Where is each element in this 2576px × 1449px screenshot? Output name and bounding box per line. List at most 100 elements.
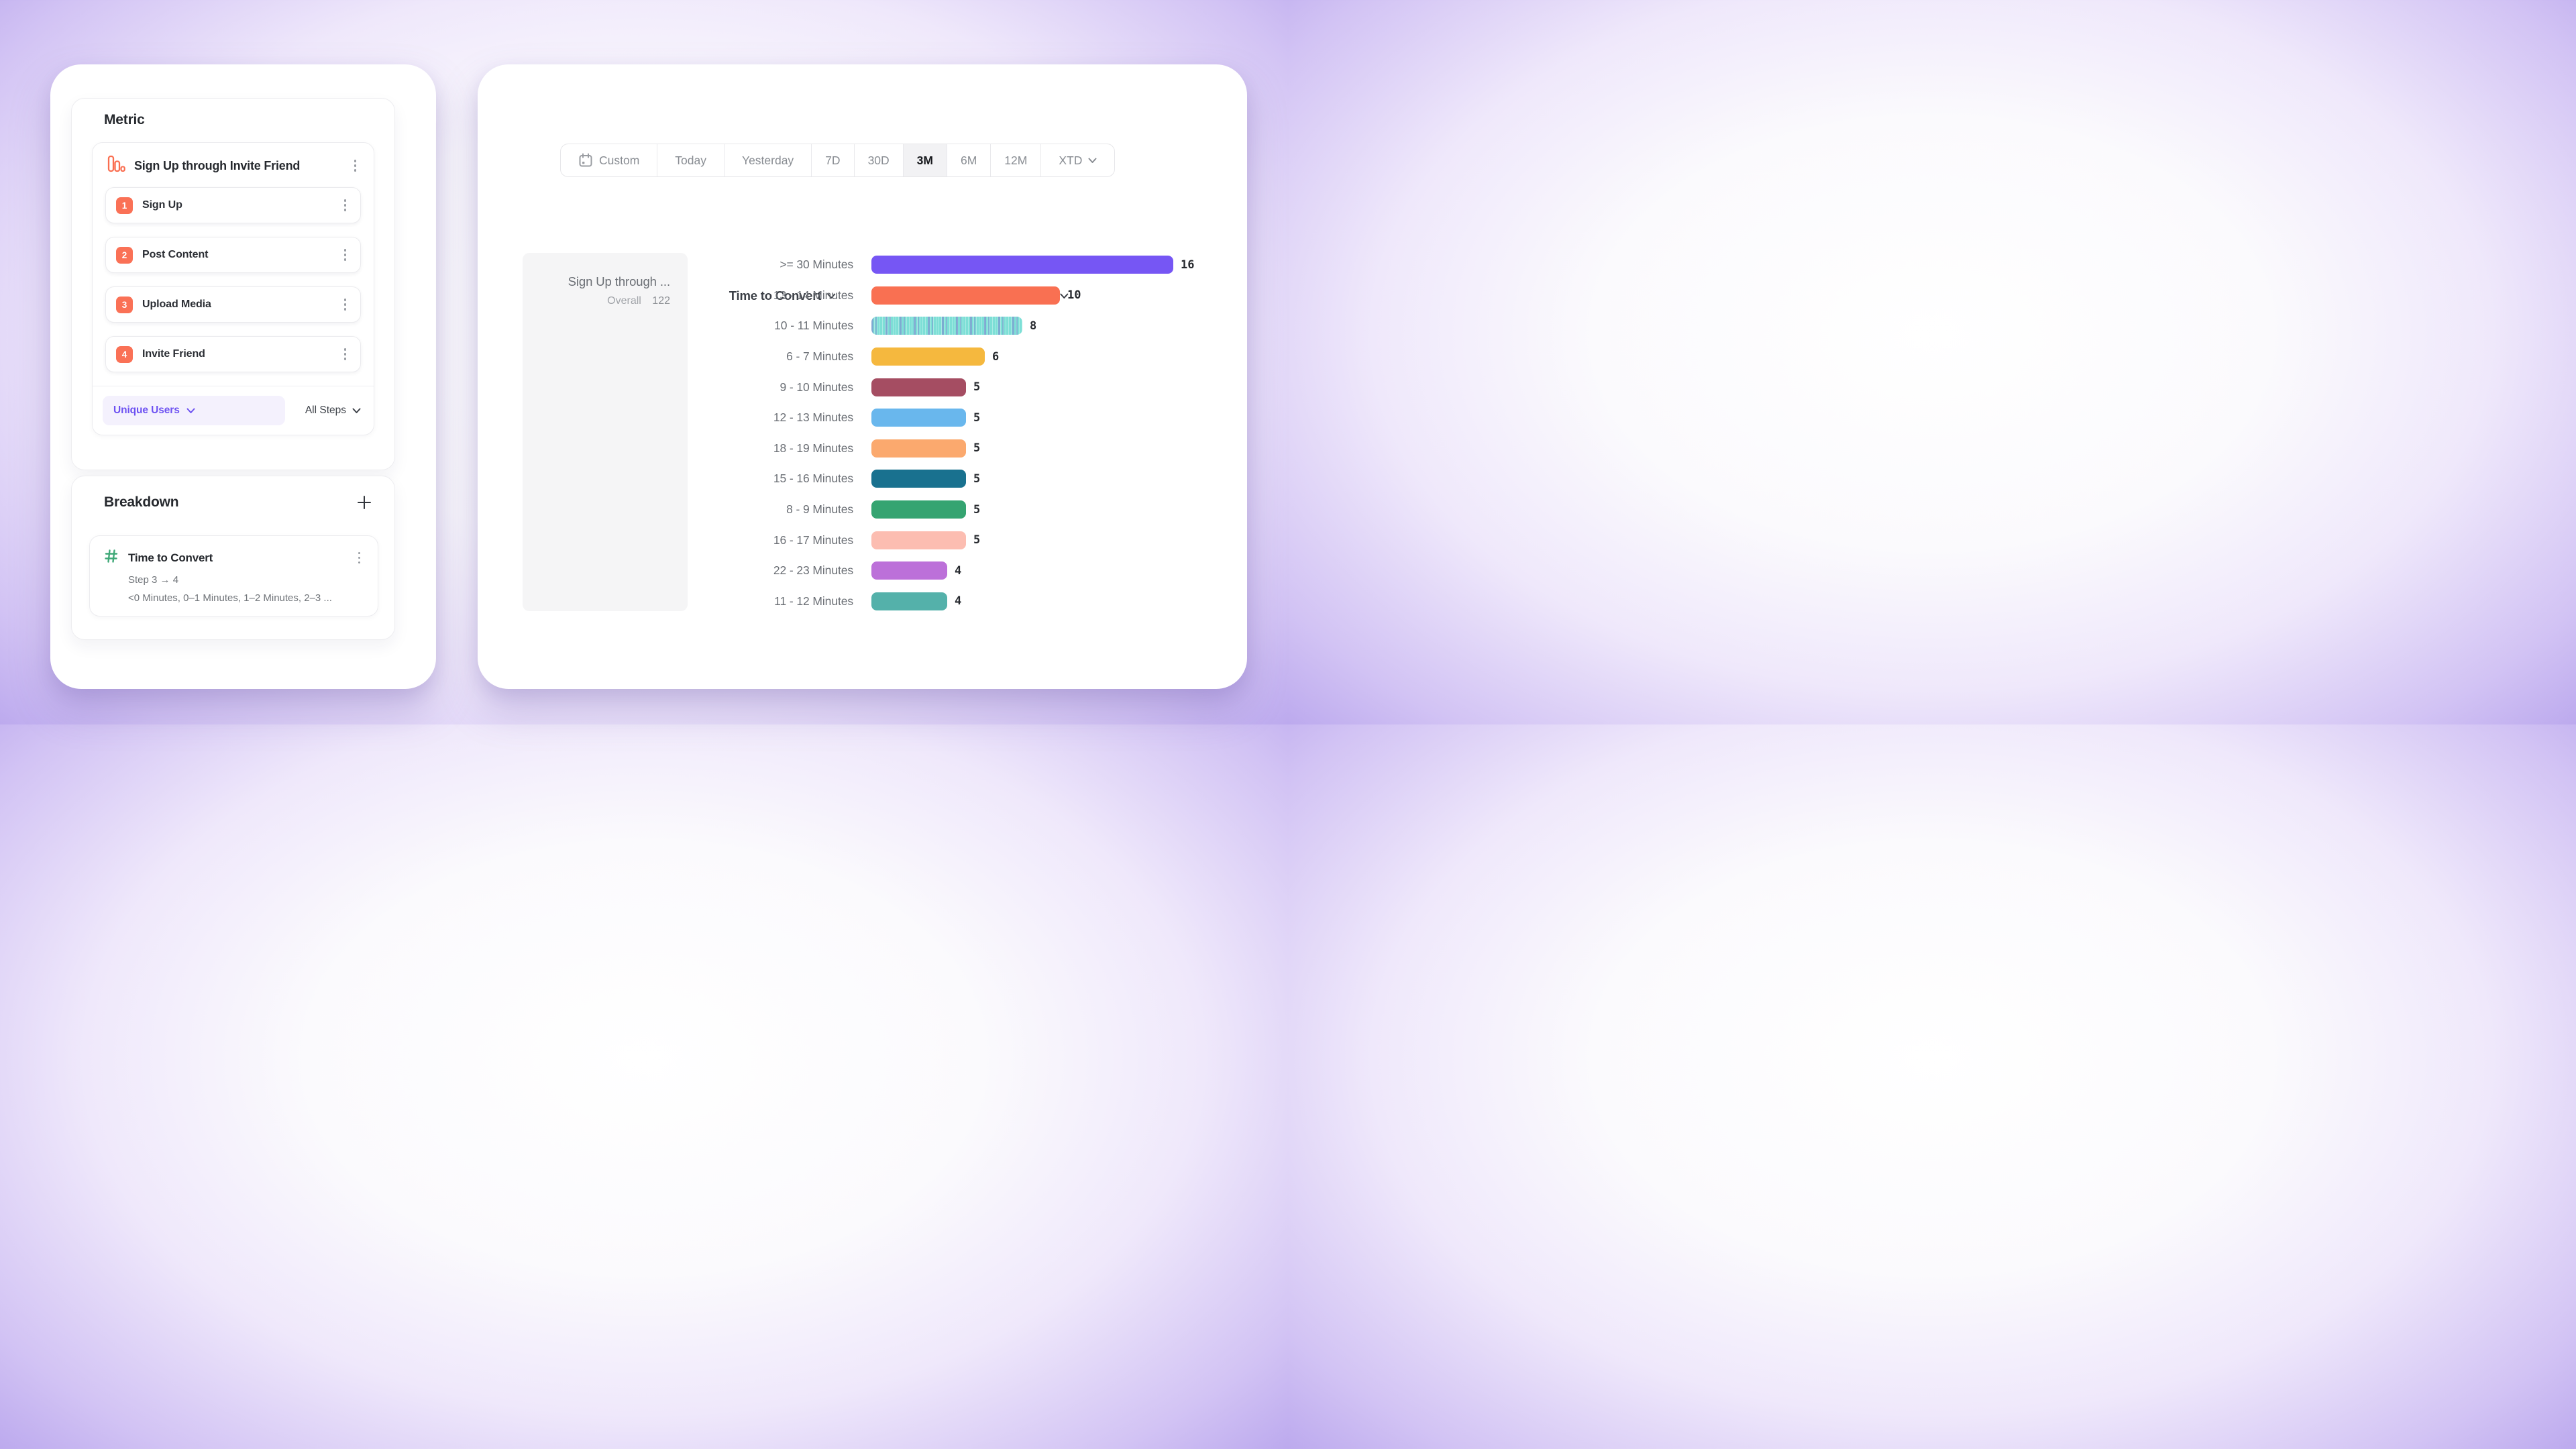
breakdown-column-header[interactable]: Time to Convert <box>729 288 836 303</box>
bar[interactable] <box>871 500 966 519</box>
breakdown-buckets-preview: <0 Minutes, 0–1 Minutes, 1–2 Minutes, 2–… <box>128 592 332 604</box>
chevron-down-icon <box>186 408 195 413</box>
bar[interactable] <box>871 470 966 488</box>
time-range-selector: Custom Today Yesterday 7D 30D 3M 6M 12M <box>560 144 1116 177</box>
bar-category-label: 13 - 14 Minutes <box>773 288 853 302</box>
hash-icon <box>103 548 119 568</box>
bar-category-label: 22 - 23 Minutes <box>773 564 853 578</box>
time-range-option[interactable]: 30D <box>853 144 903 176</box>
funnel-step-row[interactable]: 2 Post Content <box>105 237 361 273</box>
bar[interactable] <box>871 286 1060 305</box>
step-kebab-menu[interactable] <box>340 296 351 313</box>
time-option-label: 12M <box>1004 153 1028 167</box>
bar-value-label: 4 <box>955 594 962 608</box>
time-range-option[interactable]: 12M <box>990 144 1040 176</box>
time-range-option[interactable]: XTD <box>1040 144 1114 176</box>
bar[interactable] <box>871 347 985 366</box>
breakdown-step-range: Step 3 → 4 <box>128 574 179 586</box>
bar-value-label: 16 <box>1181 258 1195 272</box>
time-range-option[interactable]: 3M <box>902 144 947 176</box>
time-option-label: 7D <box>825 153 841 167</box>
funnel-summary-title: Sign Up through ... <box>568 274 670 288</box>
bar[interactable] <box>871 439 966 458</box>
step-kebab-menu[interactable] <box>340 345 351 363</box>
bar-value-label: 6 <box>992 350 1000 364</box>
funnel-definition-card: Sign Up through Invite Friend 1 Sign Up … <box>92 142 374 435</box>
breakdown-heading: Breakdown <box>104 494 179 510</box>
funnel-title: Sign Up through Invite Friend <box>134 158 301 172</box>
chevron-down-icon <box>1088 158 1097 163</box>
step-label: Sign Up <box>142 199 182 211</box>
funnel-title-row[interactable]: Sign Up through Invite Friend <box>93 143 374 176</box>
bar-category-label: 11 - 12 Minutes <box>774 594 853 608</box>
step-label: Invite Friend <box>142 348 205 360</box>
bar-value-label: 5 <box>973 533 981 547</box>
funnel-step-row[interactable]: 1 Sign Up <box>105 187 361 223</box>
step-number-badge: 4 <box>116 345 133 363</box>
step-number-badge: 3 <box>116 296 133 313</box>
plus-icon <box>358 496 371 509</box>
counting-method-dropdown[interactable]: Unique Users <box>103 396 285 425</box>
chevron-down-icon <box>352 408 361 413</box>
bar[interactable] <box>871 592 947 610</box>
bar-category-label: 9 - 10 Minutes <box>780 380 854 394</box>
steps-scope-dropdown[interactable]: All Steps <box>305 405 364 417</box>
breakdown-card: Breakdown Time to Convert Step 3 → 4 <0 … <box>71 476 395 640</box>
metric-footer: Unique Users All Steps <box>93 386 374 435</box>
bar-value-label: 10 <box>1067 288 1081 303</box>
chart-row: 16 - 17 Minutes 5 <box>478 525 1216 555</box>
funnel-summary-card[interactable]: Sign Up through ... Overall 122 <box>523 253 688 611</box>
chart-row: 18 - 19 Minutes 5 <box>478 433 1216 464</box>
time-range-option[interactable]: Yesterday <box>724 144 811 176</box>
chart-row: 10 - 11 Minutes 8 <box>478 311 1216 341</box>
time-option-label: Custom <box>599 153 640 167</box>
bar-category-label: 18 - 19 Minutes <box>773 441 853 455</box>
bar-value-label: 4 <box>955 564 962 578</box>
step-label: Post Content <box>142 249 209 260</box>
bar-category-label: 8 - 9 Minutes <box>786 502 853 517</box>
time-range-option[interactable]: 7D <box>811 144 853 176</box>
time-range-option[interactable]: Custom <box>561 144 657 176</box>
step-kebab-menu[interactable] <box>340 197 351 214</box>
time-option-label: XTD <box>1059 153 1083 167</box>
funnel-step-row[interactable]: 4 Invite Friend <box>105 336 361 372</box>
chevron-down-icon <box>1060 293 1069 299</box>
metric-heading: Metric <box>104 112 145 127</box>
chart-row: >= 30 Minutes 16 <box>478 250 1216 280</box>
report-panel: Custom Today Yesterday 7D 30D 3M 6M 12M <box>478 64 1247 689</box>
bar-value-label: 5 <box>973 472 981 486</box>
time-range-option[interactable]: Today <box>657 144 724 176</box>
time-option-label: Today <box>675 153 706 167</box>
breakdown-kebab-menu[interactable] <box>354 549 365 567</box>
bar-value-label: 5 <box>973 411 981 425</box>
counting-method-label: Unique Users <box>113 405 180 416</box>
bar-category-label: 10 - 11 Minutes <box>774 319 853 333</box>
funnel-kebab-menu[interactable] <box>350 157 361 174</box>
chart-row: 8 - 9 Minutes 5 <box>478 494 1216 525</box>
funnel-step-row[interactable]: 3 Upload Media <box>105 286 361 323</box>
steps-scope-label: All Steps <box>305 405 346 416</box>
bar[interactable] <box>871 409 966 427</box>
bar-category-label: 16 - 17 Minutes <box>773 533 853 547</box>
bar[interactable] <box>871 256 1173 274</box>
bar-value-label: 5 <box>973 380 981 394</box>
chart-row: 15 - 16 Minutes 5 <box>478 464 1216 494</box>
chart-row: 11 - 12 Minutes 4 <box>478 586 1216 617</box>
time-option-label: Yesterday <box>742 153 794 167</box>
bar[interactable] <box>871 317 1022 335</box>
bar[interactable] <box>871 531 966 549</box>
time-range-option[interactable]: 6M <box>946 144 990 176</box>
breakdown-property-card[interactable]: Time to Convert Step 3 → 4 <0 Minutes, 0… <box>89 535 378 616</box>
chart-row: 6 - 7 Minutes 6 <box>478 341 1216 372</box>
chevron-down-icon <box>826 293 835 299</box>
add-breakdown-button[interactable] <box>354 492 374 513</box>
bar-category-label: 6 - 7 Minutes <box>786 350 853 364</box>
overall-label: Overall <box>607 295 641 307</box>
chart-row: 22 - 23 Minutes 4 <box>478 555 1216 586</box>
overall-value: 122 <box>652 295 670 307</box>
bar[interactable] <box>871 561 947 580</box>
funnel-steps: 1 Sign Up 2 Post Content 3 Upload Media … <box>93 176 374 372</box>
metric-card: Metric Sign Up through Invite Friend 1 S… <box>71 98 395 470</box>
step-kebab-menu[interactable] <box>340 246 351 264</box>
bar[interactable] <box>871 378 966 396</box>
